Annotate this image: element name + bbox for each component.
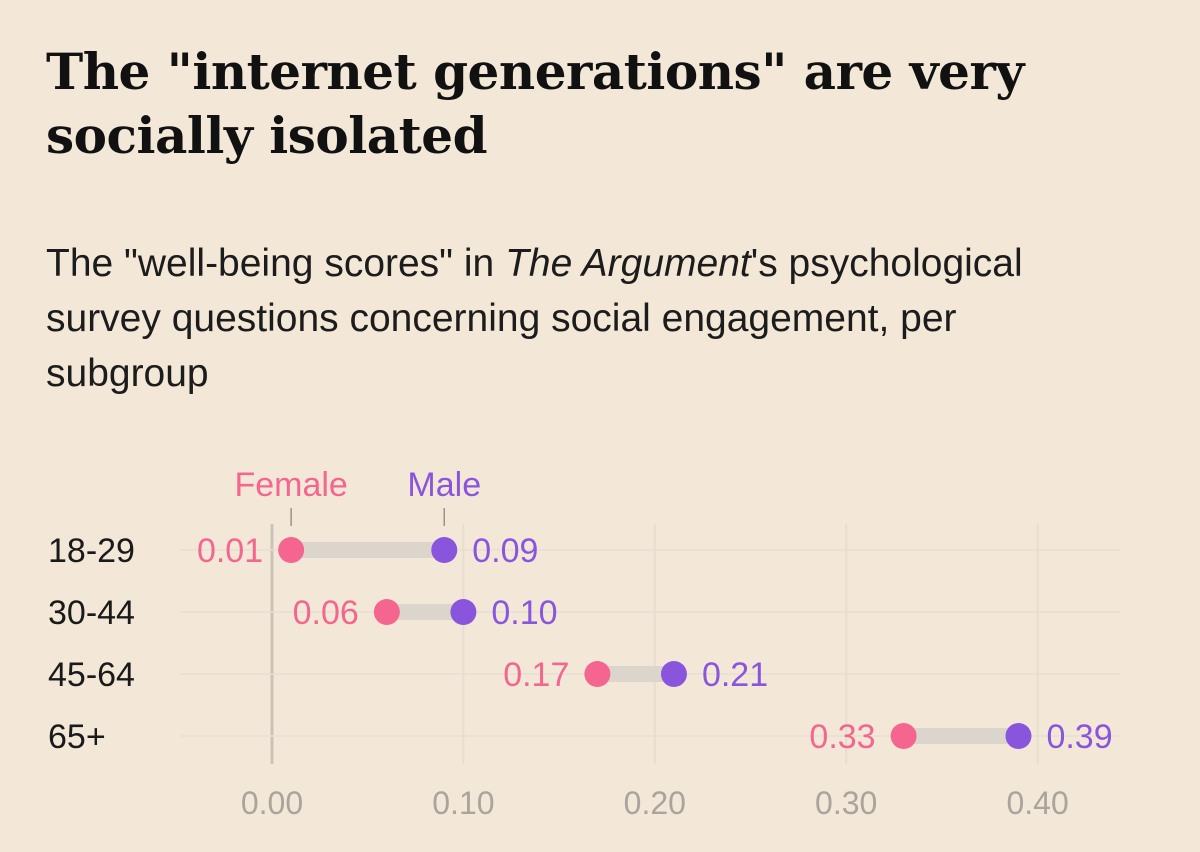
subtitle-publication-name: The Argument (505, 242, 751, 285)
x-tick-label: 0.30 (815, 785, 877, 821)
female-point (278, 537, 305, 563)
row-label: 30-44 (48, 594, 135, 632)
x-tick-label: 0.00 (241, 785, 303, 821)
male-point (660, 661, 687, 687)
male-value-label: 0.10 (491, 594, 557, 632)
female-point (584, 661, 611, 687)
female-value-label: 0.01 (197, 532, 263, 570)
x-tick-label: 0.10 (432, 785, 494, 821)
male-value-label: 0.21 (702, 656, 768, 694)
row-label: 65+ (48, 718, 106, 756)
legend-male: Male (407, 466, 481, 504)
male-value-label: 0.09 (472, 532, 538, 570)
chart-title: The "internet generations" are very soci… (46, 42, 1024, 165)
male-point (431, 537, 458, 563)
female-value-label: 0.17 (503, 656, 569, 694)
female-point (890, 723, 917, 749)
row-label: 45-64 (48, 656, 135, 694)
male-point (1005, 723, 1032, 749)
x-tick-label: 0.20 (624, 785, 686, 821)
subtitle-text-start: The "well-being scores" in (46, 242, 506, 285)
male-value-label: 0.39 (1046, 718, 1112, 756)
x-tick-label: 0.40 (1006, 785, 1068, 821)
male-point (450, 599, 477, 625)
legend-female: Female (234, 466, 347, 504)
row-label: 18-29 (48, 532, 135, 570)
chart-subtitle: The "well-being scores" in The Argument'… (46, 236, 1126, 401)
female-point (373, 599, 400, 625)
female-value-label: 0.33 (809, 718, 875, 756)
female-value-label: 0.06 (293, 594, 359, 632)
subtitle-text-end: 's psychological survey questions concer… (46, 242, 1023, 395)
